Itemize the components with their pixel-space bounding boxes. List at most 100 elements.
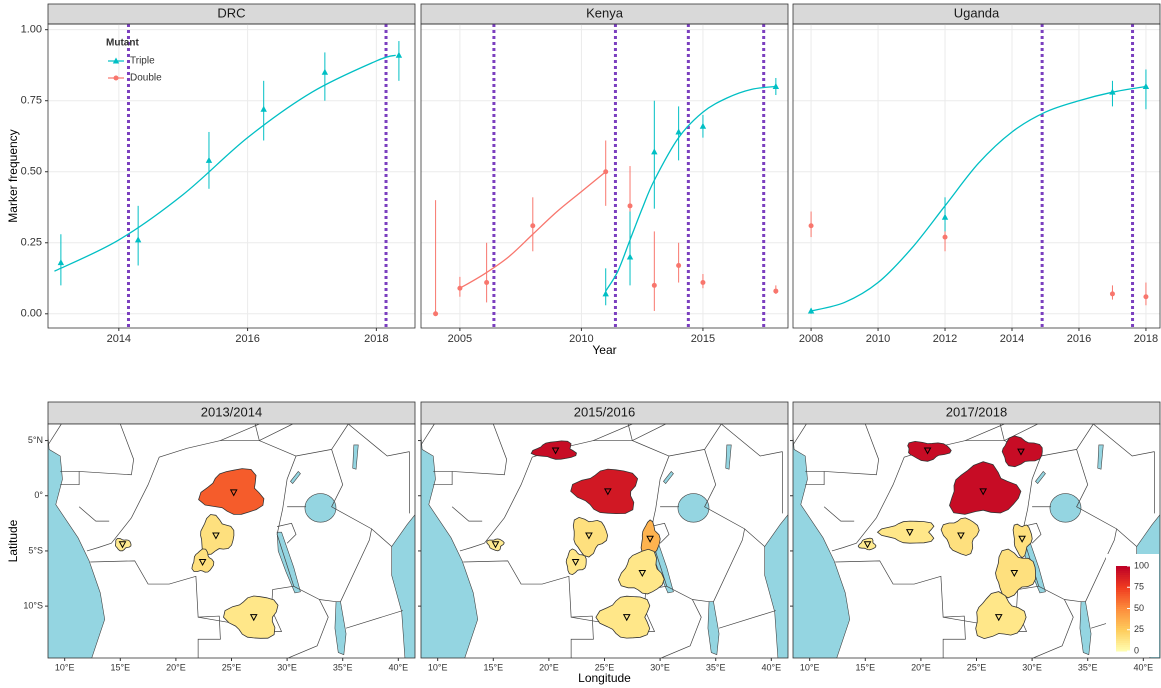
marker [603,169,609,175]
site-marker [863,541,872,549]
border [632,424,666,441]
marker [808,223,814,229]
colorbar-step [1116,636,1130,639]
panel-title: 2013/2014 [201,404,262,419]
site-marker [622,614,631,622]
marker [321,68,329,75]
lake [1097,444,1104,470]
site-marker [491,541,500,549]
marker [457,285,463,291]
border [1093,424,1155,457]
border [433,471,453,486]
marker [260,105,267,112]
map-body [48,424,415,658]
site-marker [646,535,654,543]
colorbar-step [1116,638,1130,641]
panel-title: DRC [217,5,245,20]
site-marker [994,614,1003,622]
panel-title: 2017/2018 [946,404,1007,419]
x-tick-label: 2012 [933,333,957,345]
marker [395,51,403,58]
y-axis-label: Marker frequency [6,129,20,222]
marker [1143,294,1149,300]
colorbar-step [1116,568,1130,571]
x-tick-label: 2010 [569,333,593,345]
legend-title: Mutant [106,38,139,49]
border [805,471,825,486]
border [78,506,110,522]
marker [1109,291,1115,297]
border [60,471,80,486]
site-marker [979,488,988,496]
panel-background [48,24,415,328]
region [191,548,215,573]
site-marker [585,532,593,540]
site-marker [198,558,207,567]
border [721,424,783,457]
colorbar-step [1116,595,1130,599]
site-marker [957,532,965,540]
marker [112,57,120,64]
x-tick-label: 35°E [706,662,726,672]
colorbar-step [1116,612,1130,616]
y-tick-label: 0.00 [21,308,42,320]
border [197,615,221,658]
site-marker [229,489,238,497]
colorbar-label: 50 [1134,603,1144,613]
border [277,522,297,544]
x-tick-label: 2005 [448,333,472,345]
panel-border [420,23,789,329]
colorbar-step [1116,608,1130,612]
site-marker [638,570,647,578]
colorbar-step [1116,600,1130,603]
colorbar-label: 25 [1134,624,1144,634]
marker [699,122,707,129]
y-tick-label: 5°N [28,435,43,445]
border [1064,599,1082,603]
marker [675,128,682,135]
border [331,449,392,547]
colorbar-step [1116,631,1130,635]
panel-title: Kenya [586,5,624,20]
border [60,424,134,476]
ocean [793,432,851,658]
region [876,520,935,544]
colorbar-step [1116,642,1130,646]
marker [602,290,609,297]
y-tick-label: 5°S [28,545,43,555]
colorbar-step [1116,634,1130,637]
panel-border [792,23,1161,329]
x-tick-label: 2008 [799,333,823,345]
region [565,548,587,576]
x-tick-label: 2016 [1067,333,1091,345]
lake [352,444,359,470]
colorbar-step [1116,580,1130,584]
panel-title: 2015/2016 [574,404,635,419]
border [319,599,337,603]
border [704,449,765,547]
marker [772,83,780,90]
x-tick-label: 15°E [855,662,875,672]
border [942,615,966,658]
colorbar-step [1116,623,1130,626]
colorbar-step [1116,610,1130,614]
colorbar-step [1116,617,1130,620]
x-tick-label: 10°E [428,662,448,672]
colorbar-label: 100 [1134,560,1149,570]
colorbar-step [1116,625,1130,629]
y-tick-label: 0.75 [21,95,42,107]
region [223,595,279,639]
colorbar-step [1116,648,1130,652]
border [570,615,594,658]
site-marker [249,614,258,622]
x-tick-label: 2010 [866,333,890,345]
region [570,468,639,515]
x-tick-label: 2018 [364,333,388,345]
x-tick-label: 30°E [1022,662,1042,672]
site-marker [1017,448,1025,456]
x-tick-label: 25°E [595,662,615,672]
legend-label: Triple [130,56,155,67]
region [200,514,235,555]
colorbar-step [1116,597,1130,601]
